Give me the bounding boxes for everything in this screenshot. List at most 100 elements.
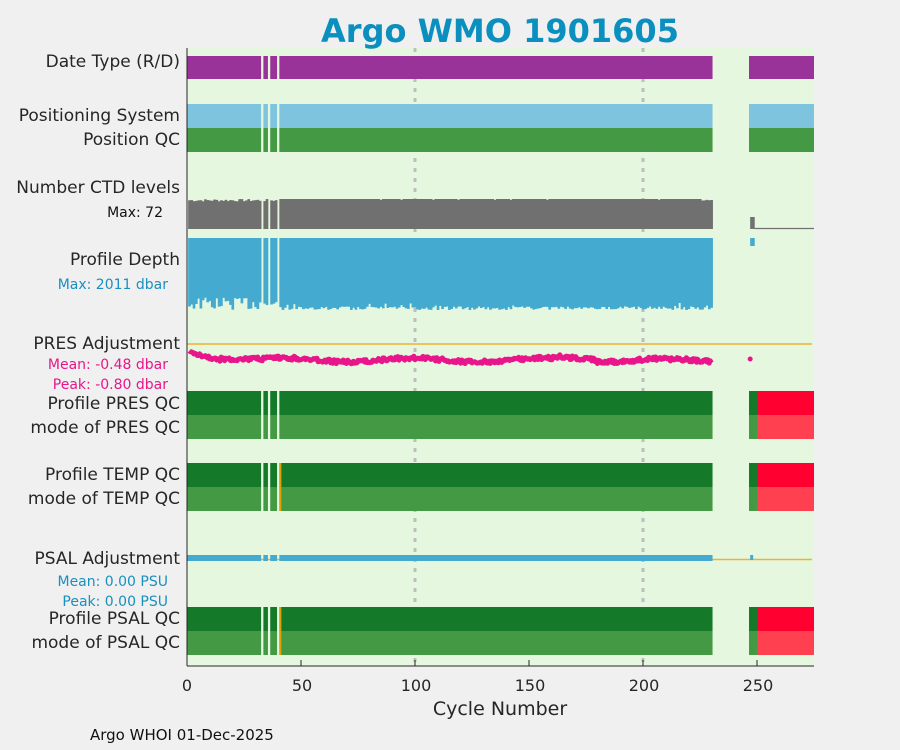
profile-depth-bar	[541, 238, 545, 308]
date-type-bar-segment-2	[270, 56, 278, 79]
ctd-level-bar	[386, 199, 390, 229]
profile-depth-bar	[199, 238, 203, 309]
profile-depth-bar	[500, 238, 504, 310]
ctd-level-bar	[299, 199, 303, 229]
ctd-level-bar	[500, 199, 504, 229]
profile-depth-bar	[707, 238, 711, 310]
ctd-level-bar	[666, 199, 670, 229]
ctd-level-bar	[486, 199, 490, 229]
profile-depth-bar	[607, 238, 611, 308]
profile-depth-bar	[452, 238, 456, 307]
profile-depth-bar	[598, 238, 602, 309]
profile-depth-bar	[422, 238, 426, 309]
ctd-level-bar	[304, 199, 308, 229]
ctd-level-bar	[507, 199, 511, 229]
profile-depth-bar	[571, 238, 574, 310]
ctd-max-label: Max: 72	[107, 205, 163, 221]
positioning-system-bar-segment-3	[279, 104, 713, 128]
profile-depth-bar	[546, 238, 549, 307]
profile-depth-bar	[662, 238, 666, 307]
ctd-level-bar	[591, 199, 595, 229]
profile-depth-bar	[543, 238, 547, 307]
profile-depth-bar	[290, 238, 294, 309]
ctd-level-bar	[580, 199, 583, 229]
ctd-level-bar	[632, 199, 636, 229]
x-tick-label-0: 0	[181, 676, 193, 695]
profile-depth-bar	[217, 238, 221, 307]
x-tick-label-200: 200	[628, 676, 660, 695]
profile-psal-qc-bar-segment-3	[279, 607, 713, 631]
footer-credit: Argo WHOI 01-Dec-2025	[90, 726, 274, 744]
profile-depth-bar	[632, 238, 636, 307]
ctd-level-bar	[306, 199, 310, 229]
ctd-level-bar	[452, 199, 456, 229]
ctd-level-bar	[680, 199, 684, 229]
profile-depth-bar	[703, 238, 707, 308]
x-tick-label-100: 100	[400, 676, 432, 695]
ctd-level-bar	[546, 199, 549, 229]
ctd-level-bar	[199, 200, 203, 229]
ctd-level-bar	[324, 199, 328, 229]
ctd-level-bar	[607, 199, 611, 229]
profile-depth-bar	[580, 238, 583, 309]
label-date-type: Date Type (R/D)	[45, 52, 180, 72]
ctd-level-bar	[288, 199, 292, 229]
ctd-level-bar	[192, 201, 196, 229]
mode-temp-qc-bar-segment-3	[279, 487, 713, 511]
profile-psal-qc-bar-segment-1	[263, 607, 268, 631]
ctd-level-bar	[502, 199, 506, 229]
profile-depth-bar	[441, 238, 444, 310]
ctd-level-bar	[434, 199, 438, 229]
ctd-level-bar	[598, 199, 602, 229]
label-mode-temp-qc: mode of TEMP QC	[27, 489, 180, 509]
profile-depth-bar	[507, 238, 511, 308]
position-qc-bar-segment-3	[279, 128, 713, 152]
ctd-level-bar	[514, 199, 517, 229]
mode-pres-qc-bar-segment-1	[263, 415, 268, 439]
ctd-level-bar	[206, 200, 210, 229]
profile-depth-bar	[281, 238, 285, 310]
profile-depth-bar	[318, 238, 321, 310]
profile-psal-qc-bar-segment-4	[749, 607, 757, 631]
profile-depth-bar	[493, 238, 497, 309]
profile-depth-bar	[413, 238, 417, 308]
depth-max-label: Max: 2011 dbar	[57, 277, 168, 293]
profile-depth-bar	[324, 238, 328, 307]
profile-depth-bar	[397, 238, 401, 308]
mode-temp-qc-bar-bad-segment	[757, 487, 814, 511]
profile-psal-qc-bar-flag-mark	[279, 607, 282, 631]
profile-depth-bar	[685, 238, 688, 310]
profile-depth-bar	[295, 238, 298, 310]
mode-psal-qc-bar-bad-segment	[757, 631, 814, 655]
profile-depth-bar	[687, 238, 691, 310]
ctd-level-bar	[489, 199, 492, 229]
profile-depth-bar	[308, 238, 312, 308]
ctd-level-bar	[498, 199, 501, 229]
label-ctd-levels: Number CTD levels	[16, 178, 180, 198]
ctd-level-bar	[582, 199, 586, 229]
ctd-level-bar	[671, 199, 675, 229]
profile-depth-bar	[352, 238, 355, 308]
profile-depth-bar	[386, 238, 390, 308]
ctd-level-bar	[687, 199, 691, 229]
ctd-level-bar	[334, 199, 337, 229]
ctd-level-bar	[245, 200, 248, 229]
profile-depth-bar	[555, 238, 558, 307]
profile-depth-bar	[619, 238, 622, 307]
ctd-level-bar	[215, 199, 219, 229]
ctd-level-bar	[630, 199, 634, 229]
positioning-system-bar-segment-1	[263, 104, 268, 128]
ctd-level-bar	[236, 201, 239, 229]
profile-depth-bar	[625, 238, 629, 307]
profile-depth-bar	[388, 238, 392, 308]
profile-pres-qc-bar-segment-2	[270, 391, 278, 415]
ctd-level-bar	[242, 201, 246, 229]
ctd-level-bar	[224, 199, 228, 229]
ctd-level-bar	[541, 199, 545, 229]
ctd-level-bar	[603, 199, 606, 229]
ctd-level-bar	[409, 199, 412, 229]
profile-pres-qc-bar-segment-4	[749, 391, 757, 415]
profile-depth-bar	[384, 238, 387, 304]
profile-depth-bar	[375, 238, 378, 308]
